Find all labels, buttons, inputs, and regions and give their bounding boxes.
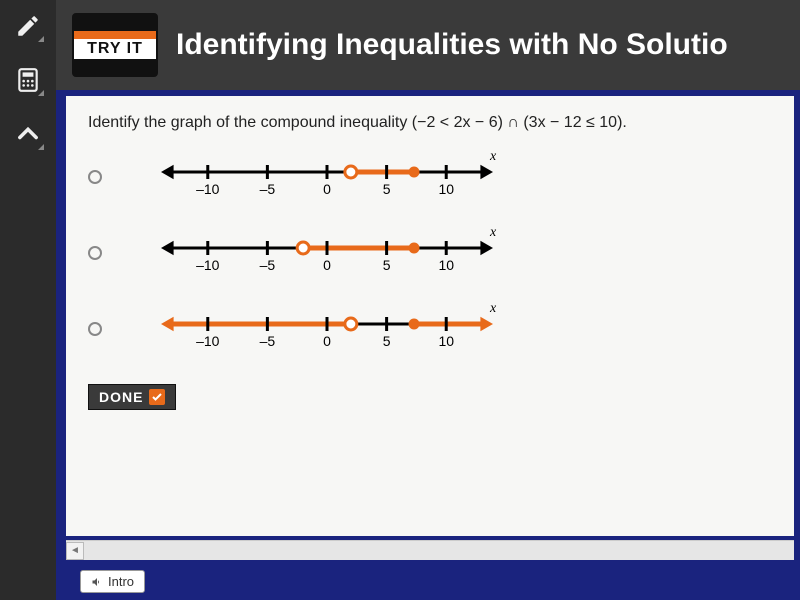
question-suffix: . [622,114,626,131]
svg-text:x: x [489,225,497,240]
left-toolbar [0,0,56,600]
numberline-2: –10 –5 0 5 10 x [152,218,502,288]
pencil-icon[interactable] [10,8,46,44]
question-expr: (−2 < 2x − 6) ∩ (3x − 12 ≤ 10) [412,114,623,131]
option-row[interactable]: –10 –5 0 5 10 x [88,218,772,288]
intro-button[interactable]: Intro [80,570,145,593]
option-row[interactable]: –10 –5 0 5 10 x [88,294,772,364]
horizontal-scrollbar[interactable]: ◄ [66,540,794,560]
numberline-1: –10 –5 0 5 10 x [152,142,502,212]
collapse-icon[interactable] [10,116,46,152]
svg-text:5: 5 [383,181,391,197]
page-title: Identifying Inequalities with No Solutio [176,28,728,62]
options-container: –10 –5 0 5 10 x –10 –5 0 5 10 x –10 –5 0 5 10 x [88,142,772,364]
numberline-3: –10 –5 0 5 10 x [152,294,502,364]
svg-text:–10: –10 [196,257,220,273]
question-prefix: Identify the graph of the compound inequ… [88,114,412,131]
tryit-badge: TRY IT [72,13,158,77]
svg-text:–5: –5 [260,257,276,273]
done-label: DONE [99,389,143,405]
svg-text:0: 0 [323,181,331,197]
header-bar: TRY IT Identifying Inequalities with No … [56,0,800,90]
svg-text:–5: –5 [260,181,276,197]
svg-text:x: x [489,301,497,316]
svg-text:0: 0 [323,333,331,349]
svg-text:0: 0 [323,257,331,273]
svg-text:10: 10 [438,333,454,349]
radio-option-3[interactable] [88,322,102,336]
content-panel: Identify the graph of the compound inequ… [66,96,794,536]
svg-text:10: 10 [438,257,454,273]
svg-text:5: 5 [383,257,391,273]
svg-text:–10: –10 [196,181,220,197]
svg-text:5: 5 [383,333,391,349]
calculator-icon[interactable] [10,62,46,98]
intro-label: Intro [108,574,134,589]
radio-option-2[interactable] [88,246,102,260]
svg-text:x: x [489,149,497,164]
question-text: Identify the graph of the compound inequ… [88,114,772,132]
scroll-left-button[interactable]: ◄ [66,542,84,560]
option-row[interactable]: –10 –5 0 5 10 x [88,142,772,212]
radio-option-1[interactable] [88,170,102,184]
svg-text:–10: –10 [196,333,220,349]
svg-text:–5: –5 [260,333,276,349]
done-button[interactable]: DONE [88,384,176,410]
tryit-label: TRY IT [74,39,156,59]
speaker-icon [91,576,103,588]
svg-text:10: 10 [438,181,454,197]
check-icon [149,389,165,405]
